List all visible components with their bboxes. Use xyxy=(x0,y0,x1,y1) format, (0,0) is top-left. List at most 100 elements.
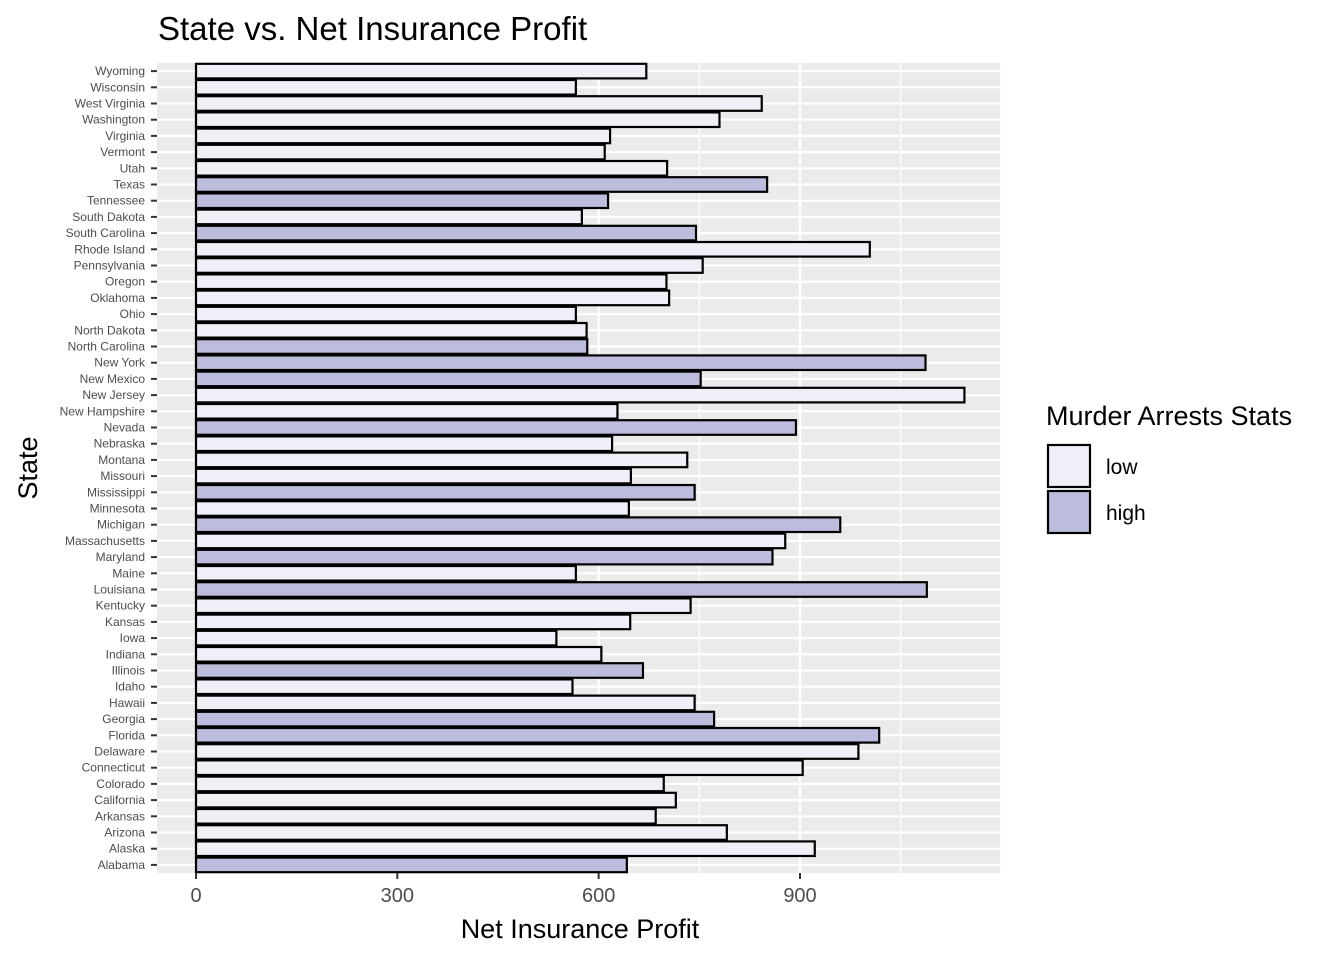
bar-alaska xyxy=(194,840,816,858)
bar-mississippi xyxy=(194,483,696,501)
y-tick-label: Indiana xyxy=(106,647,146,661)
bar-hawaii xyxy=(194,694,696,712)
y-tick-label: Virginia xyxy=(105,129,145,143)
bar-massachusetts xyxy=(194,532,787,550)
y-tick-label: Arkansas xyxy=(95,809,145,823)
bar-missouri xyxy=(194,467,632,485)
x-axis: 0 300 600 900 xyxy=(190,873,817,907)
bar-connecticut xyxy=(194,759,804,777)
y-tick-label: Iowa xyxy=(120,631,146,645)
bar-virginia xyxy=(194,127,612,145)
y-tick-label: Georgia xyxy=(102,712,145,726)
bar-arizona xyxy=(194,824,728,841)
y-tick-label: Alaska xyxy=(109,842,145,856)
bar-oregon xyxy=(194,273,668,291)
bar-utah xyxy=(194,159,669,177)
bar-wyoming xyxy=(194,62,648,80)
y-tick-label: New Hampshire xyxy=(60,404,146,418)
y-tick-label: Massachusetts xyxy=(65,534,145,548)
bar-north-carolina xyxy=(194,338,589,355)
bar-maine xyxy=(194,564,577,582)
legend-swatch-high xyxy=(1046,489,1092,535)
y-tick-label: Idaho xyxy=(115,680,145,694)
y-tick-label: Washington xyxy=(82,113,145,127)
bar-new-york xyxy=(194,354,927,372)
y-tick-label: Maine xyxy=(112,566,145,580)
x-tick-label: 300 xyxy=(381,885,414,907)
bar-texas xyxy=(194,176,769,193)
y-tick-label: South Dakota xyxy=(72,210,145,224)
y-tick-label: Kentucky xyxy=(96,599,145,613)
bar-ohio xyxy=(194,305,577,323)
bar-vermont xyxy=(194,143,606,161)
bar-louisiana xyxy=(194,581,928,598)
legend-title: Murder Arrests Stats xyxy=(1046,401,1292,431)
y-tick-label: Texas xyxy=(114,178,145,192)
bar-alabama xyxy=(194,856,628,874)
y-tick-label: Delaware xyxy=(94,745,145,759)
y-tick-label: Pennsylvania xyxy=(74,259,146,273)
bar-colorado xyxy=(194,775,665,793)
bar-washington xyxy=(194,111,721,129)
bar-south-carolina xyxy=(194,224,698,242)
x-tick-label: 600 xyxy=(582,885,615,907)
y-tick-label: Wyoming xyxy=(95,64,145,78)
y-tick-label: Connecticut xyxy=(82,761,146,775)
y-tick-label: Michigan xyxy=(97,518,145,532)
y-tick-label: Montana xyxy=(98,453,145,467)
bar-illinois xyxy=(194,662,645,679)
bar-west-virginia xyxy=(194,95,763,112)
bar-new-hampshire xyxy=(194,402,619,420)
y-tick-label: Missouri xyxy=(100,469,145,483)
bar-minnesota xyxy=(194,500,630,517)
bar-new-jersey xyxy=(194,386,966,404)
y-tick-label: Oklahoma xyxy=(90,291,145,305)
bar-idaho xyxy=(194,678,574,696)
y-tick-label: Maryland xyxy=(96,550,145,564)
y-tick-label: Arizona xyxy=(104,826,145,840)
bar-new-mexico xyxy=(194,370,702,388)
y-tick-label: North Dakota xyxy=(74,323,145,337)
bar-florida xyxy=(194,726,881,744)
y-tick-label: Hawaii xyxy=(109,696,145,710)
y-tick-label: North Carolina xyxy=(68,340,146,354)
bar-iowa xyxy=(194,629,558,647)
bar-delaware xyxy=(194,743,860,760)
y-tick-label: New York xyxy=(94,356,146,370)
bar-kansas xyxy=(194,613,632,631)
y-tick-label: Tennessee xyxy=(87,194,145,208)
y-axis: Alabama Alaska Arizona Arkansas California Co… xyxy=(60,64,157,872)
bar-arkansas xyxy=(194,807,657,825)
legend: Murder Arrests Stats low high xyxy=(1046,401,1292,535)
bar-california xyxy=(194,791,677,809)
y-tick-label: Kansas xyxy=(105,615,145,629)
bar-nebraska xyxy=(194,435,614,453)
bar-michigan xyxy=(194,516,842,534)
y-tick-label: Utah xyxy=(120,161,145,175)
x-axis-title: Net Insurance Profit xyxy=(461,914,700,944)
y-tick-label: Florida xyxy=(108,728,145,742)
bar-tennessee xyxy=(194,192,610,210)
y-tick-label: Minnesota xyxy=(90,502,146,516)
bar-pennsylvania xyxy=(194,257,704,274)
bar-north-dakota xyxy=(194,321,588,339)
y-tick-label: Ohio xyxy=(120,307,146,321)
y-tick-label: Alabama xyxy=(98,858,146,872)
y-tick-label: Wisconsin xyxy=(90,80,145,94)
bar-oklahoma xyxy=(194,289,671,307)
y-tick-label: South Carolina xyxy=(66,226,146,240)
y-tick-label: California xyxy=(94,793,145,807)
bar-nevada xyxy=(194,419,798,436)
bar-rhode-island xyxy=(194,240,871,258)
legend-swatch-low xyxy=(1046,443,1092,489)
x-tick-label: 0 xyxy=(190,885,201,907)
y-tick-label: Oregon xyxy=(105,275,145,289)
bar-georgia xyxy=(194,710,716,728)
y-tick-label: Rhode Island xyxy=(74,242,145,256)
y-tick-label: Mississippi xyxy=(87,485,145,499)
y-tick-label: Illinois xyxy=(112,664,145,678)
bar-kentucky xyxy=(194,597,692,615)
y-tick-label: Nevada xyxy=(104,421,146,435)
bars xyxy=(194,62,966,874)
